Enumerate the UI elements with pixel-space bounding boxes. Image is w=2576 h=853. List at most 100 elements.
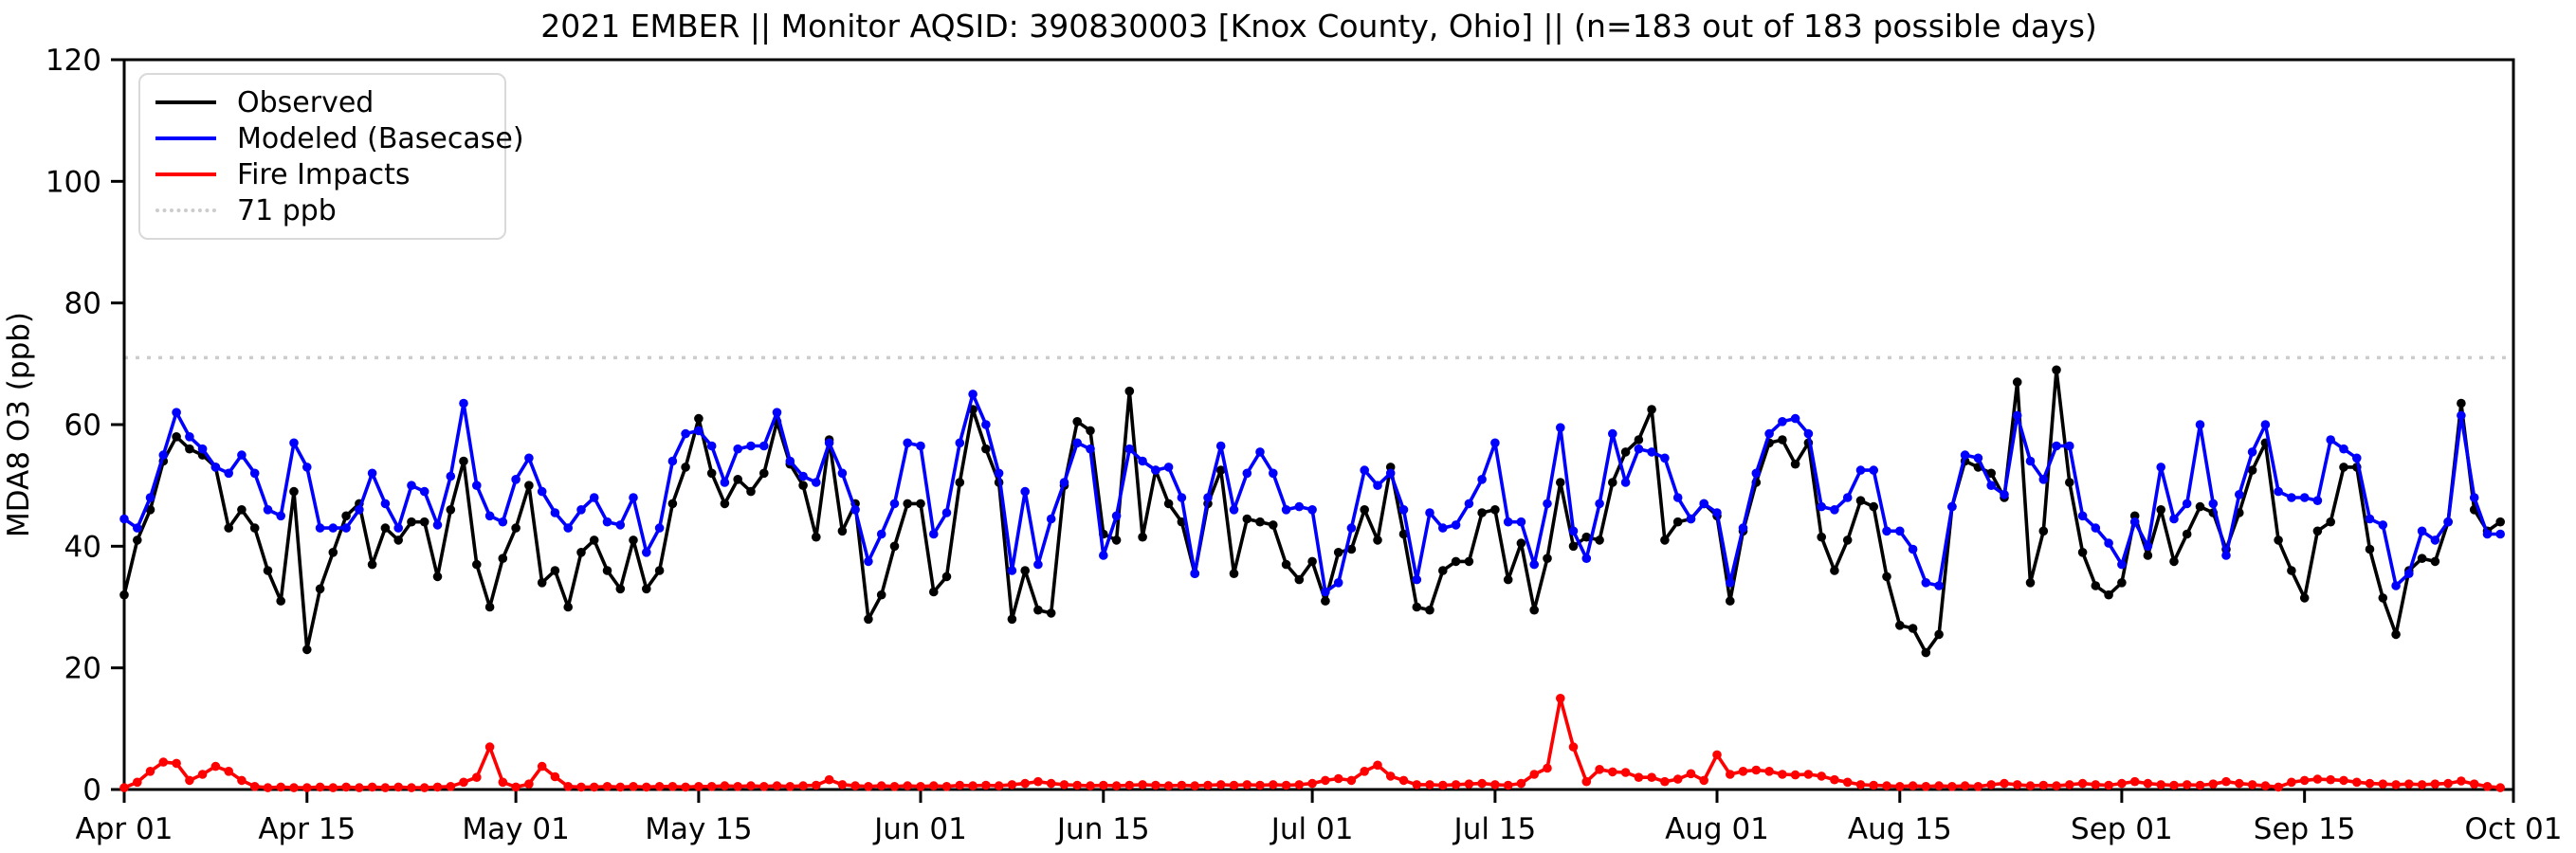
data-point	[876, 590, 886, 600]
data-point	[654, 782, 665, 791]
data-point	[1412, 602, 1422, 612]
data-point	[746, 486, 756, 497]
data-point	[185, 775, 194, 786]
data-point	[837, 526, 848, 536]
data-point	[1124, 386, 1135, 396]
data-point	[2247, 465, 2257, 475]
data-point	[1307, 505, 1317, 515]
data-point	[1751, 468, 1762, 479]
data-point	[1608, 478, 1617, 487]
data-point	[1111, 535, 1122, 545]
data-point	[2326, 774, 2335, 785]
data-point	[1672, 517, 1683, 527]
data-point	[328, 783, 338, 792]
data-point	[1438, 523, 1448, 533]
x-tick-label: Jun 01	[872, 812, 967, 846]
data-point	[1855, 780, 1866, 789]
data-point	[642, 548, 651, 557]
data-point	[2287, 493, 2296, 502]
data-point	[1921, 647, 1931, 658]
data-point	[1281, 505, 1291, 515]
data-point	[1490, 780, 1500, 789]
data-point	[1190, 781, 1199, 790]
data-point	[785, 456, 795, 466]
data-point	[785, 782, 795, 791]
data-point	[1203, 493, 1213, 502]
legend-label-observed: Observed	[237, 85, 375, 119]
data-point	[903, 499, 912, 509]
data-point	[1177, 493, 1187, 502]
data-point	[2326, 435, 2335, 445]
data-point	[2065, 780, 2074, 789]
chart-title: 2021 EMBER || Monitor AQSID: 390830003 […	[540, 8, 2097, 45]
data-point	[2104, 780, 2113, 790]
data-point	[1464, 556, 1474, 567]
data-point	[1620, 768, 1631, 777]
data-point	[1934, 629, 1944, 640]
data-point	[1294, 501, 1305, 512]
data-point	[1830, 505, 1839, 515]
data-point	[1647, 405, 1656, 414]
data-point	[864, 556, 873, 567]
data-point	[537, 486, 547, 497]
data-point	[2417, 526, 2427, 536]
data-point	[1921, 782, 1931, 791]
data-point	[1543, 554, 1552, 563]
data-point	[2260, 781, 2271, 790]
data-point	[706, 468, 717, 479]
data-point	[1111, 511, 1122, 521]
data-point	[459, 777, 468, 788]
legend-item-threshold: 71 ppb	[140, 192, 504, 228]
data-point	[302, 463, 312, 472]
data-point	[1124, 444, 1135, 454]
data-point	[1947, 501, 1957, 512]
data-point	[2104, 590, 2113, 600]
data-point	[367, 782, 377, 792]
data-point	[185, 444, 194, 454]
data-point	[837, 780, 848, 789]
data-point	[864, 782, 873, 791]
data-point	[1803, 770, 1814, 779]
data-point	[1660, 453, 1670, 463]
data-point	[472, 481, 482, 490]
x-tick-label: May 15	[645, 812, 752, 846]
data-point	[1490, 505, 1500, 515]
data-point	[1307, 778, 1317, 789]
data-point	[1163, 781, 1174, 790]
data-point	[484, 742, 495, 752]
legend-item-modeled: Modeled (Basecase)	[140, 120, 524, 156]
data-point	[1177, 780, 1187, 790]
data-point	[237, 775, 247, 786]
data-point	[1451, 520, 1461, 530]
data-point	[484, 511, 495, 521]
data-point	[1033, 776, 1043, 787]
data-point	[602, 566, 612, 575]
data-point	[119, 783, 129, 792]
data-point	[2169, 780, 2179, 790]
data-point	[916, 441, 925, 451]
data-point	[1529, 770, 1539, 779]
data-point	[1242, 780, 1252, 789]
data-point	[1908, 544, 1918, 554]
data-point	[472, 559, 482, 570]
data-point	[1007, 566, 1017, 575]
data-point	[563, 602, 573, 612]
legend-line-threshold	[155, 209, 216, 212]
data-point	[1712, 508, 1722, 517]
data-point	[694, 413, 703, 424]
data-point	[1921, 578, 1931, 588]
data-point	[2221, 776, 2231, 787]
data-point	[2417, 780, 2427, 789]
data-point	[2221, 551, 2231, 560]
data-point	[1281, 780, 1291, 790]
data-point	[2052, 365, 2061, 375]
data-point	[263, 783, 273, 792]
legend-item-fire-impacts: Fire Impacts	[140, 156, 504, 192]
data-point	[393, 782, 404, 792]
data-point	[1817, 771, 1826, 781]
data-point	[1855, 496, 1866, 505]
data-point	[1215, 441, 1226, 451]
data-point	[1321, 587, 1330, 597]
data-point	[550, 771, 560, 782]
